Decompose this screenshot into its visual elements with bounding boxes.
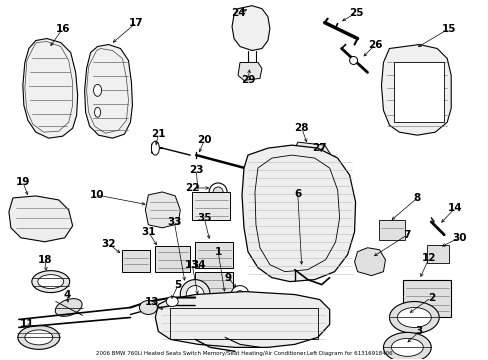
Ellipse shape	[236, 291, 244, 298]
Text: 32: 32	[101, 239, 116, 249]
Bar	[427, 245, 448, 263]
Text: 20: 20	[197, 135, 211, 145]
Text: 13: 13	[145, 297, 159, 306]
Ellipse shape	[32, 271, 69, 293]
Bar	[195, 272, 233, 296]
Polygon shape	[155, 292, 329, 347]
Ellipse shape	[38, 275, 63, 289]
Bar	[379, 220, 405, 240]
Text: 31: 31	[141, 227, 155, 237]
Text: 18: 18	[38, 255, 52, 265]
Polygon shape	[381, 45, 450, 135]
Ellipse shape	[186, 285, 203, 303]
Bar	[403, 280, 450, 318]
Ellipse shape	[213, 187, 223, 197]
Bar	[122, 250, 150, 272]
Text: 34: 34	[190, 260, 205, 270]
Polygon shape	[145, 192, 180, 228]
Ellipse shape	[55, 299, 82, 316]
Bar	[195, 242, 233, 268]
Ellipse shape	[230, 285, 248, 303]
Ellipse shape	[25, 330, 53, 345]
Polygon shape	[23, 39, 78, 138]
Text: 17: 17	[129, 18, 143, 28]
Ellipse shape	[390, 338, 423, 356]
Ellipse shape	[209, 183, 226, 201]
Ellipse shape	[180, 280, 210, 310]
Ellipse shape	[94, 107, 101, 117]
Ellipse shape	[397, 307, 430, 328]
Polygon shape	[238, 62, 262, 80]
Text: 16: 16	[55, 24, 70, 33]
Text: 33: 33	[167, 217, 181, 227]
Text: 26: 26	[367, 40, 382, 50]
Text: 13: 13	[184, 260, 199, 270]
Text: 25: 25	[348, 8, 363, 18]
Ellipse shape	[166, 297, 178, 306]
Ellipse shape	[388, 302, 438, 333]
Text: 12: 12	[421, 253, 436, 263]
Polygon shape	[242, 145, 355, 282]
Text: 11: 11	[20, 319, 34, 329]
Ellipse shape	[93, 84, 102, 96]
Text: 4: 4	[63, 289, 70, 300]
Text: 15: 15	[441, 24, 455, 33]
Polygon shape	[232, 6, 269, 50]
Text: 9: 9	[224, 273, 231, 283]
Text: 2006 BMW 760Li Heated Seats Switch Memory/Seat Heating/Air Conditioner.Left Diag: 2006 BMW 760Li Heated Seats Switch Memor…	[96, 351, 391, 356]
Text: 29: 29	[240, 75, 255, 85]
Ellipse shape	[321, 148, 325, 156]
Bar	[192, 192, 229, 220]
Text: 2: 2	[427, 293, 434, 302]
Ellipse shape	[18, 325, 60, 349]
Polygon shape	[9, 196, 73, 242]
Circle shape	[349, 57, 357, 64]
Polygon shape	[354, 248, 385, 276]
Text: 14: 14	[447, 203, 462, 213]
Text: 28: 28	[294, 123, 308, 133]
Bar	[170, 307, 317, 339]
Text: 22: 22	[184, 183, 199, 193]
Ellipse shape	[383, 332, 430, 360]
Text: 10: 10	[89, 190, 103, 200]
Text: 24: 24	[230, 8, 245, 18]
Text: 23: 23	[188, 165, 203, 175]
Text: 30: 30	[451, 233, 466, 243]
Ellipse shape	[139, 301, 157, 315]
Bar	[394, 62, 443, 122]
Text: 35: 35	[197, 213, 211, 223]
Text: 1: 1	[214, 247, 221, 257]
Text: 27: 27	[312, 143, 326, 153]
Text: 6: 6	[294, 189, 301, 199]
Polygon shape	[84, 45, 132, 138]
Text: 7: 7	[403, 230, 410, 240]
Bar	[155, 246, 190, 272]
Polygon shape	[287, 142, 337, 200]
Text: 8: 8	[413, 193, 420, 203]
Text: 19: 19	[16, 177, 30, 187]
Text: 21: 21	[151, 129, 165, 139]
Ellipse shape	[151, 141, 159, 155]
Text: 5: 5	[174, 280, 182, 289]
Text: 3: 3	[415, 327, 422, 336]
